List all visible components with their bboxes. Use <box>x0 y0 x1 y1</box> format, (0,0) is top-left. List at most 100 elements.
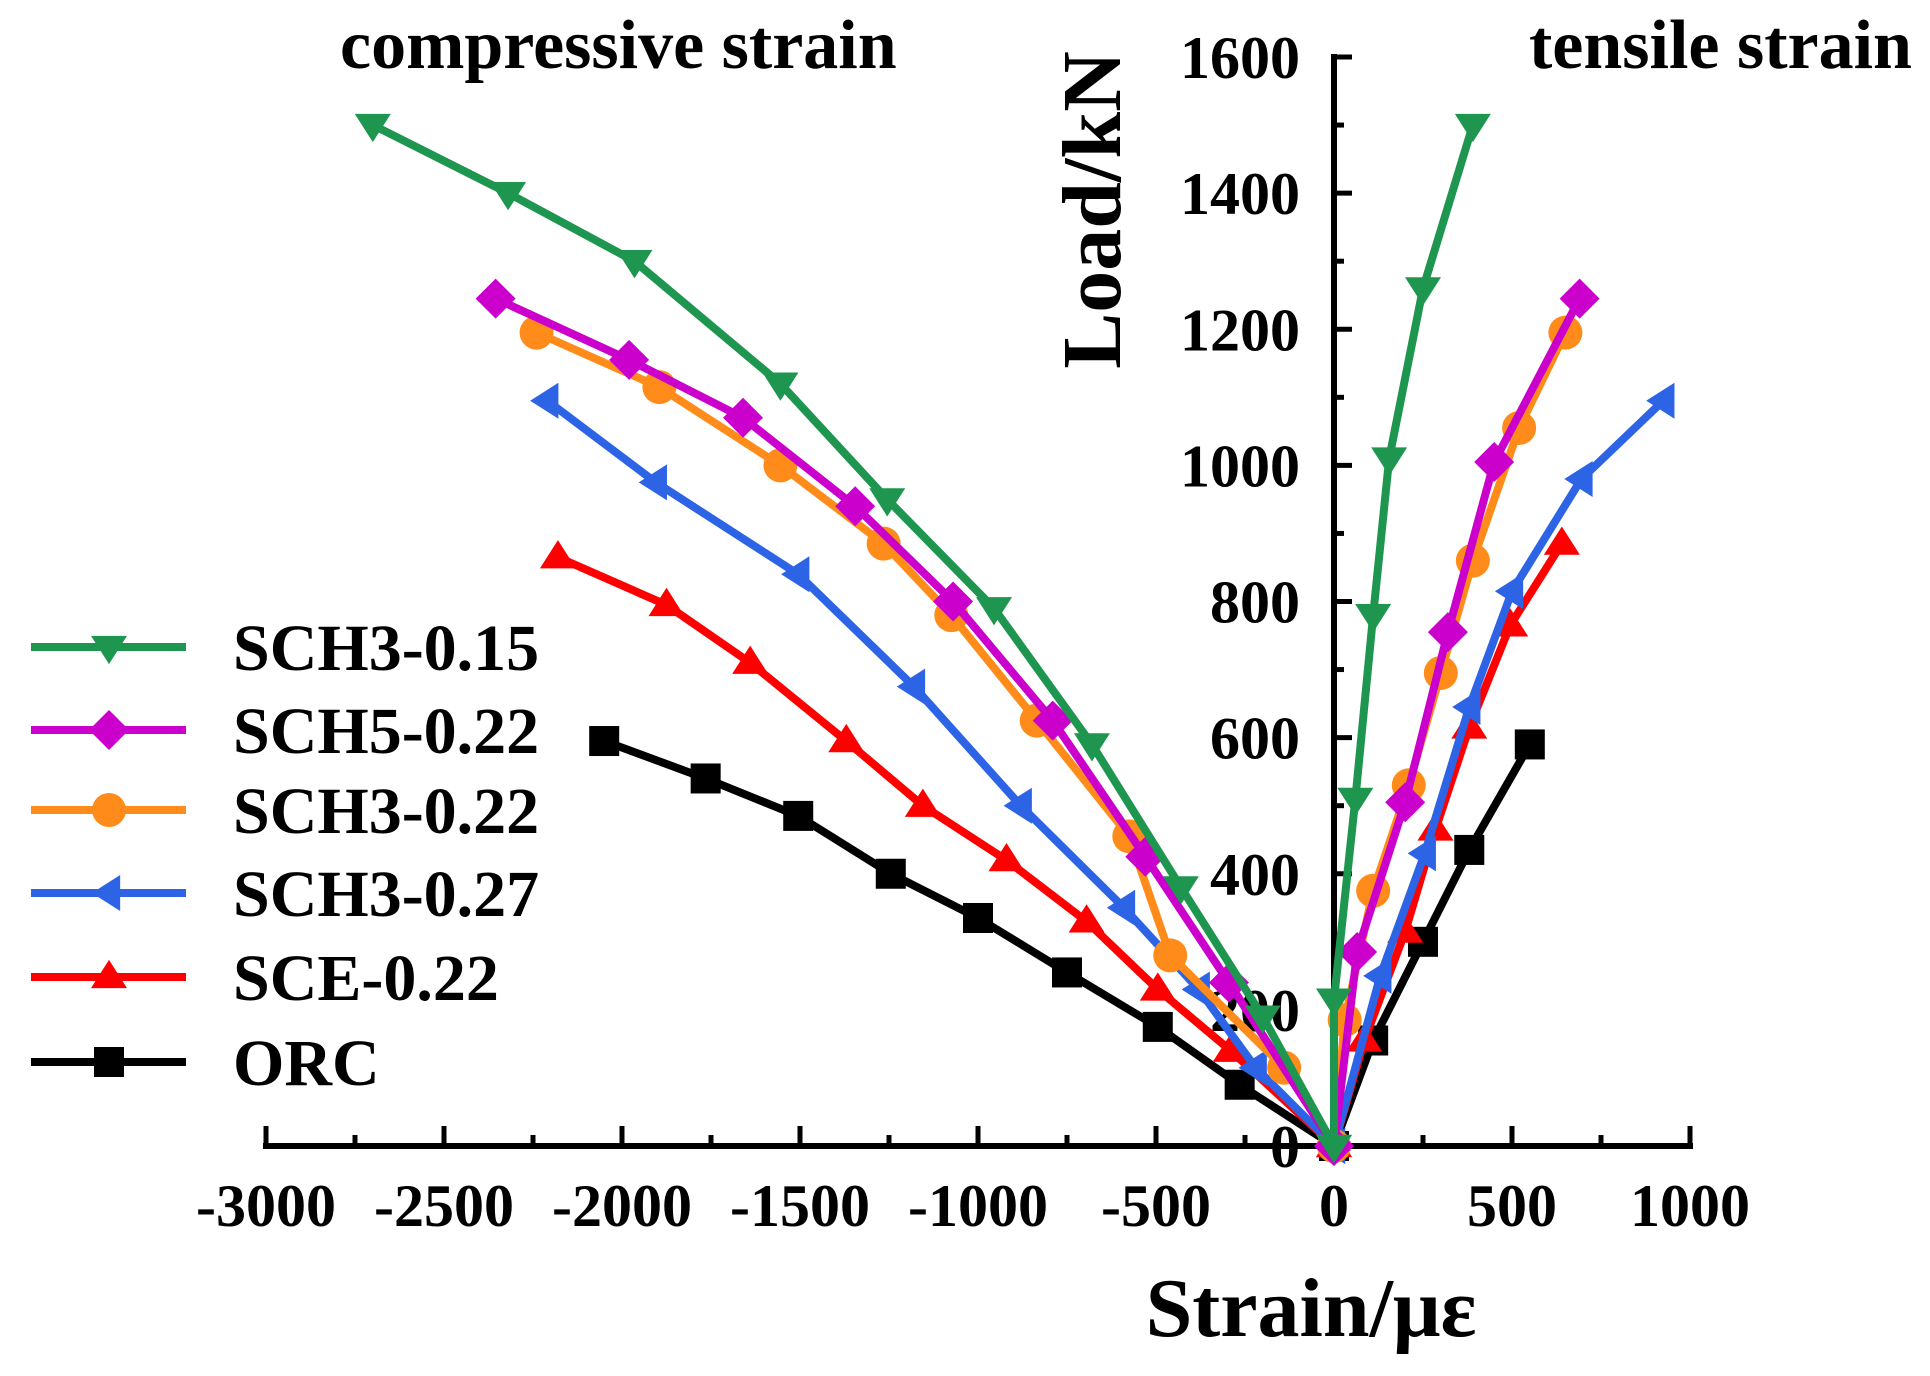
series-orc <box>589 726 1545 1161</box>
series-line-orc-compressive <box>600 737 1338 1150</box>
y-axis-title: Load/kN <box>1046 51 1139 368</box>
legend-label-sch3-0-27: SCH3-0.27 <box>233 858 539 931</box>
legend-label-sce-0-22: SCE-0.22 <box>233 942 499 1015</box>
y-tick-label: 600 <box>1210 706 1300 772</box>
point-sch5-0-22-tensile-3 <box>1427 612 1468 653</box>
point-sch5-0-22-tensile-1 <box>1337 932 1378 973</box>
point-sch3-0-15-compressive-9 <box>354 113 391 143</box>
series-layer <box>354 113 1675 1166</box>
legend-marker-sch5-0-22 <box>89 710 129 750</box>
point-sch3-0-27-compressive-4 <box>1003 787 1032 824</box>
point-orc-compressive-5 <box>875 858 906 889</box>
series-line-sch3-0-22-compressive <box>532 328 1338 1150</box>
point-sch5-0-22-tensile-4 <box>1474 441 1515 482</box>
tick-labels: -3000-2500-2000-1500-1000-50005001000020… <box>196 25 1750 1239</box>
point-sch3-0-15-tensile-6 <box>1454 113 1491 143</box>
point-orc-compressive-8 <box>589 726 620 757</box>
legend-item-orc: ORC <box>31 1027 380 1100</box>
point-sch5-0-22-tensile-5 <box>1559 278 1600 319</box>
point-sch3-0-15-tensile-0 <box>1316 1134 1352 1164</box>
point-sce-0-22-tensile-6 <box>1543 526 1580 555</box>
point-sch3-0-15-compressive-1 <box>1244 1005 1281 1034</box>
x-tick-label: -500 <box>1101 1173 1211 1239</box>
point-sce-0-22-compressive-5 <box>904 788 941 817</box>
point-sch5-0-22-tensile-2 <box>1385 782 1426 823</box>
legend-marker-sch3-0-27 <box>91 875 121 911</box>
legend-item-sch5-0-22: SCH5-0.22 <box>31 695 539 768</box>
legend-label-sch3-0-22: SCH3-0.22 <box>233 775 539 848</box>
point-sch3-0-15-compressive-2 <box>1162 876 1199 905</box>
point-orc-tensile-3 <box>1454 834 1485 865</box>
legend-marker-sch3-0-22 <box>92 793 126 827</box>
point-sch3-0-27-tensile-6 <box>1646 382 1675 419</box>
point-sch3-0-27-compressive-7 <box>638 464 667 501</box>
x-tick-label: 1000 <box>1630 1173 1750 1239</box>
point-orc-tensile-4 <box>1514 729 1545 760</box>
series-line-sce-0-22-compressive <box>553 553 1338 1150</box>
point-sch5-0-22-compressive-5 <box>835 486 876 527</box>
point-sch5-0-22-compressive-4 <box>933 581 974 622</box>
legend-item-sce-0-22: SCE-0.22 <box>31 942 499 1015</box>
point-sch3-0-27-compressive-3 <box>1106 889 1136 926</box>
legend-label-sch5-0-22: SCH5-0.22 <box>233 695 539 768</box>
point-sch3-0-27-tensile-3 <box>1452 688 1481 725</box>
point-sch5-0-22-compressive-8 <box>475 278 516 319</box>
legend-label-sch3-0-15: SCH3-0.15 <box>233 612 539 685</box>
point-sch3-0-15-tensile-5 <box>1405 277 1441 306</box>
y-tick-label: 1200 <box>1180 297 1300 363</box>
x-tick-label: -2000 <box>552 1173 692 1239</box>
point-sch3-0-27-compressive-8 <box>530 382 559 419</box>
annotation-tensile-strain: tensile strain <box>1529 7 1912 84</box>
point-orc-compressive-6 <box>783 800 814 831</box>
point-sce-0-22-compressive-7 <box>732 645 769 674</box>
point-sch3-0-22-compressive-2 <box>1153 938 1188 973</box>
legend-marker-sce-0-22 <box>91 959 127 989</box>
legend-label-orc: ORC <box>233 1027 380 1100</box>
point-sch3-0-15-compressive-8 <box>490 181 527 211</box>
y-tick-label: 1000 <box>1180 433 1300 499</box>
point-sch3-0-27-tensile-2 <box>1407 835 1436 872</box>
point-sch5-0-22-compressive-6 <box>723 397 764 438</box>
point-sch3-0-15-compressive-4 <box>976 597 1013 626</box>
series-sch3-0-15 <box>354 113 1491 1164</box>
point-sch3-0-15-tensile-1 <box>1316 988 1352 1017</box>
point-sch3-0-15-tensile-2 <box>1337 787 1374 816</box>
point-sch3-0-15-tensile-3 <box>1355 603 1392 633</box>
y-tick-label: 800 <box>1210 570 1300 636</box>
point-orc-compressive-7 <box>690 763 721 794</box>
point-orc-compressive-4 <box>963 902 993 933</box>
x-tick-label: 0 <box>1319 1173 1349 1239</box>
legend-item-sch3-0-22: SCH3-0.22 <box>31 775 539 848</box>
x-tick-label: -3000 <box>196 1173 336 1239</box>
point-sce-0-22-compressive-8 <box>648 587 685 617</box>
point-sch3-0-27-compressive-1 <box>1238 1049 1267 1086</box>
point-sce-0-22-compressive-4 <box>988 843 1025 872</box>
series-line-sch5-0-22-compressive <box>491 294 1338 1150</box>
x-axis-title: Strain/με <box>1146 1262 1477 1355</box>
point-sce-0-22-compressive-2 <box>1139 972 1176 1001</box>
point-sce-0-22-compressive-3 <box>1068 904 1105 933</box>
series-sch5-0-22 <box>475 278 1600 1166</box>
point-sce-0-22-compressive-1 <box>1212 1033 1249 1062</box>
legend-item-sch3-0-27: SCH3-0.27 <box>31 858 539 931</box>
legend-marker-sch3-0-15 <box>91 635 127 665</box>
point-sch3-0-15-compressive-7 <box>616 250 653 279</box>
point-sch3-0-27-tensile-4 <box>1494 573 1524 610</box>
legend-marker-orc <box>94 1047 124 1077</box>
x-tick-label: -1000 <box>908 1173 1048 1239</box>
y-tick-label: 400 <box>1210 842 1300 908</box>
point-sch3-0-27-tensile-1 <box>1363 957 1392 994</box>
x-tick-label: -2500 <box>374 1173 514 1239</box>
point-sce-0-22-compressive-9 <box>539 540 576 569</box>
point-orc-compressive-3 <box>1052 957 1082 988</box>
legend-item-sch3-0-15: SCH3-0.15 <box>31 612 539 685</box>
series-line-sch3-0-15-compressive <box>368 121 1338 1150</box>
point-sch3-0-15-tensile-4 <box>1371 447 1408 476</box>
point-sch3-0-27-tensile-5 <box>1564 460 1593 497</box>
x-tick-label: 500 <box>1467 1173 1557 1239</box>
point-sch3-0-27-compressive-2 <box>1181 971 1210 1008</box>
point-sch3-0-27-compressive-5 <box>896 668 926 705</box>
y-tick-label: 1600 <box>1180 25 1300 91</box>
